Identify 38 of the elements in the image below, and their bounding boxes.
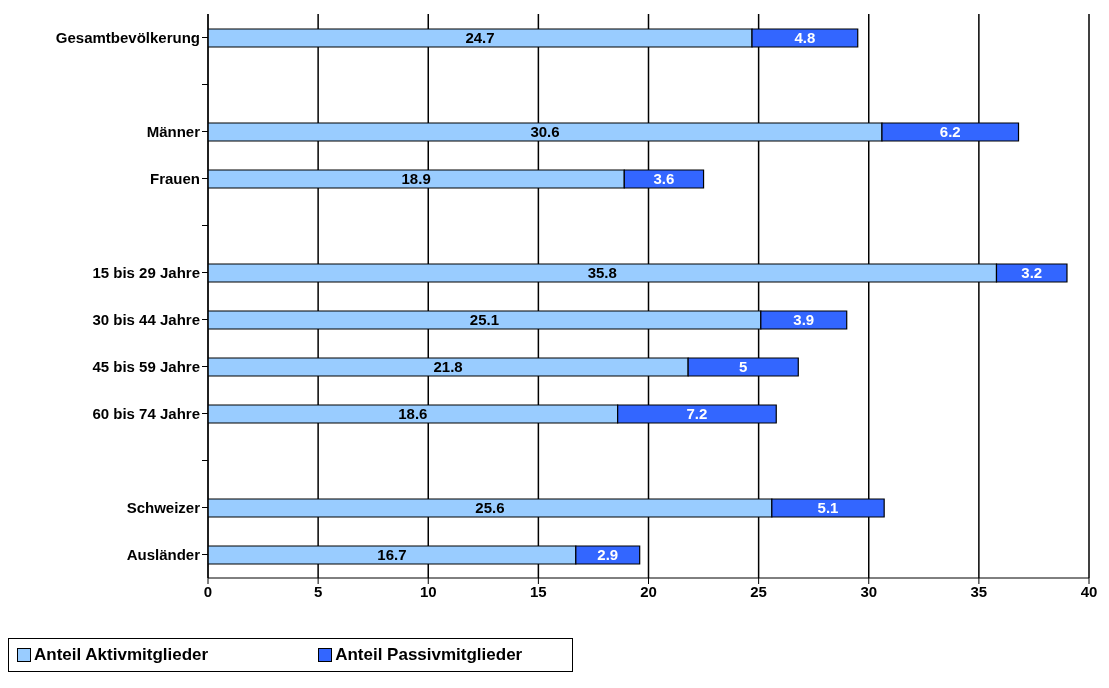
y-tick-label: 15 bis 29 Jahre bbox=[92, 263, 200, 281]
y-tick-label: Schweizer bbox=[126, 498, 201, 516]
x-tick-label: 5 bbox=[313, 582, 323, 600]
legend-label: Anteil Passivmitglieder bbox=[334, 645, 523, 665]
data-label: 21.8 bbox=[433, 358, 463, 376]
data-label: 25.1 bbox=[469, 311, 500, 329]
y-tick-label: Gesamtbevölkerung bbox=[55, 28, 200, 46]
data-label: 3.6 bbox=[653, 170, 675, 188]
data-label: 3.9 bbox=[793, 311, 815, 329]
data-label: 3.2 bbox=[1021, 264, 1043, 282]
data-label: 35.8 bbox=[587, 264, 617, 282]
data-label: 16.7 bbox=[377, 546, 407, 564]
data-label: 5.1 bbox=[817, 499, 839, 517]
y-tick-label: Ausländer bbox=[126, 545, 201, 563]
legend-label: Anteil Aktivmitglieder bbox=[33, 645, 209, 665]
data-label: 7.2 bbox=[686, 405, 708, 423]
x-tick-label: 20 bbox=[640, 582, 657, 600]
data-label: 5 bbox=[739, 358, 748, 376]
y-tick-label: 30 bis 44 Jahre bbox=[92, 310, 200, 328]
x-tick-label: 10 bbox=[419, 582, 437, 600]
data-label: 2.9 bbox=[597, 546, 619, 564]
y-tick-label: 60 bis 74 Jahre bbox=[92, 404, 200, 422]
y-tick-label: Frauen bbox=[149, 169, 200, 187]
data-label: 4.8 bbox=[794, 29, 816, 47]
x-tick-label: 15 bbox=[530, 582, 547, 600]
x-tick-label: 40 bbox=[1080, 582, 1098, 600]
data-label: 30.6 bbox=[530, 123, 560, 141]
x-tick-label: 35 bbox=[970, 582, 988, 600]
data-label: 6.2 bbox=[939, 123, 961, 141]
data-label: 18.9 bbox=[401, 170, 431, 188]
y-tick-label: Männer bbox=[146, 122, 201, 140]
data-label: 24.7 bbox=[465, 29, 495, 47]
data-label: 25.6 bbox=[475, 499, 505, 517]
data-label: 18.6 bbox=[398, 405, 428, 423]
x-tick-label: 0 bbox=[203, 582, 213, 600]
x-tick-label: 25 bbox=[750, 582, 767, 600]
x-tick-label: 30 bbox=[860, 582, 878, 600]
y-tick-label: 45 bis 59 Jahre bbox=[92, 357, 200, 375]
